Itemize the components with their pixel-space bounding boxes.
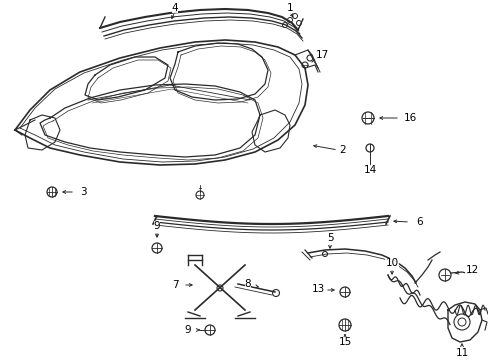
Text: 9: 9 xyxy=(153,221,160,231)
Text: 3: 3 xyxy=(80,187,86,197)
Text: 16: 16 xyxy=(403,113,416,123)
Text: 9: 9 xyxy=(184,325,191,335)
Text: 5: 5 xyxy=(326,233,333,243)
Text: 12: 12 xyxy=(465,265,478,275)
Text: 17: 17 xyxy=(315,50,328,60)
Text: 13: 13 xyxy=(311,284,324,294)
Text: 2: 2 xyxy=(339,145,346,155)
Text: 8: 8 xyxy=(244,279,251,289)
Text: 11: 11 xyxy=(454,348,468,358)
Text: 10: 10 xyxy=(385,258,398,268)
Text: 7: 7 xyxy=(171,280,178,290)
Text: 6: 6 xyxy=(416,217,423,227)
Text: 14: 14 xyxy=(363,165,376,175)
Text: 1: 1 xyxy=(286,3,293,13)
Text: 4: 4 xyxy=(171,3,178,13)
Text: 15: 15 xyxy=(338,337,351,347)
